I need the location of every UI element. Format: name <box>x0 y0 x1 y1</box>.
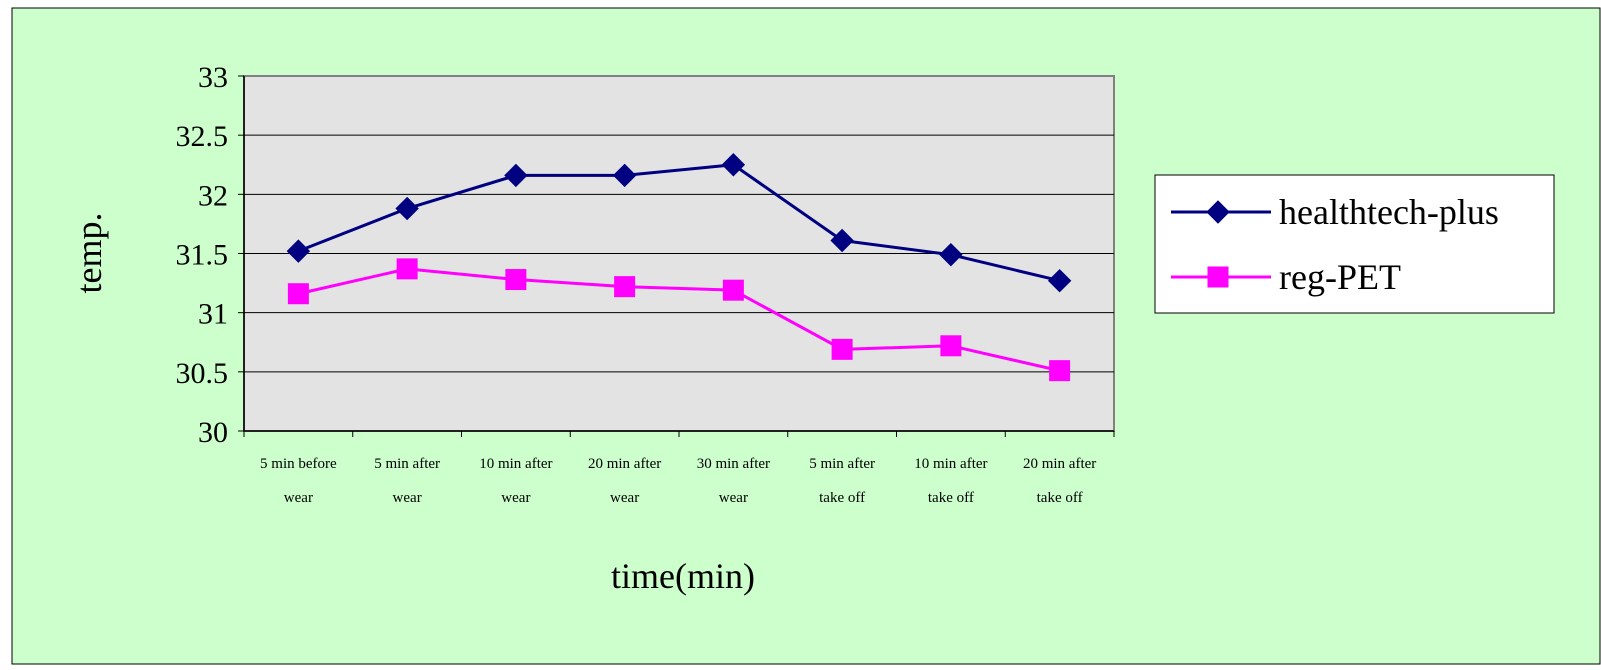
data-point-1 <box>505 269 527 291</box>
legend-label: healthtech-plus <box>1279 192 1499 232</box>
x-tick-label: 5 min before <box>260 456 337 472</box>
y-tick-label: 31.5 <box>176 239 229 272</box>
data-point-1 <box>1049 360 1071 382</box>
y-tick-label: 30 <box>198 416 228 449</box>
series-line-1 <box>298 267 1060 373</box>
data-point-1 <box>722 279 744 301</box>
x-tick-label: 5 min after <box>374 456 440 472</box>
x-tick-label: wear <box>393 490 422 506</box>
data-point-1 <box>831 338 853 360</box>
y-tick-label: 32 <box>198 179 228 212</box>
x-tick-label: take off <box>928 490 974 506</box>
x-tick-label: 10 min after <box>479 456 552 472</box>
data-point-1 <box>614 276 636 298</box>
x-tick-label: wear <box>610 490 639 506</box>
legend-label: reg-PET <box>1279 257 1401 297</box>
x-tick-label: wear <box>284 490 313 506</box>
y-tick-label: 31 <box>198 298 228 331</box>
x-tick-label: 30 min after <box>697 456 770 472</box>
legend-marker <box>1206 200 1230 224</box>
data-point-0 <box>286 239 311 263</box>
x-tick-label: 20 min after <box>1023 456 1096 472</box>
data-point-0 <box>395 196 419 221</box>
series-line-0 <box>297 163 1060 283</box>
x-tick-label: take off <box>1037 490 1083 506</box>
axes: 30 30.5 31 31.5 32 32.5 33 5 min before wear 5 mi… <box>176 61 1115 506</box>
legend-box <box>1154 174 1555 314</box>
legend: healthtech-plus reg-PET <box>1154 174 1555 314</box>
series-lines <box>297 163 1060 373</box>
x-tick-label: take off <box>819 490 865 506</box>
y-axis-title: temp. <box>69 213 109 294</box>
x-tick-label: 5 min after <box>809 456 875 472</box>
y-tick-label: 30.5 <box>176 357 229 390</box>
x-tick-label: wear <box>719 490 748 506</box>
data-point-1 <box>287 283 309 305</box>
x-axis-title: time(min) <box>611 556 755 596</box>
x-tick-label: 10 min after <box>914 456 987 472</box>
legend-marker <box>1207 266 1229 288</box>
data-point-0 <box>830 228 854 253</box>
data-point-0 <box>721 153 746 177</box>
data-point-0 <box>612 163 637 188</box>
gridlines <box>244 134 1114 373</box>
data-point-0 <box>504 163 528 188</box>
series-markers <box>286 153 1072 382</box>
y-tick-label: 33 <box>198 61 228 94</box>
data-point-0 <box>1047 269 1072 293</box>
x-tick-label: wear <box>501 490 530 506</box>
data-point-1 <box>396 258 418 280</box>
x-tick-label: 20 min after <box>588 456 661 472</box>
data-point-0 <box>939 242 963 267</box>
y-tick-label: 32.5 <box>176 120 229 153</box>
data-point-1 <box>940 335 962 357</box>
